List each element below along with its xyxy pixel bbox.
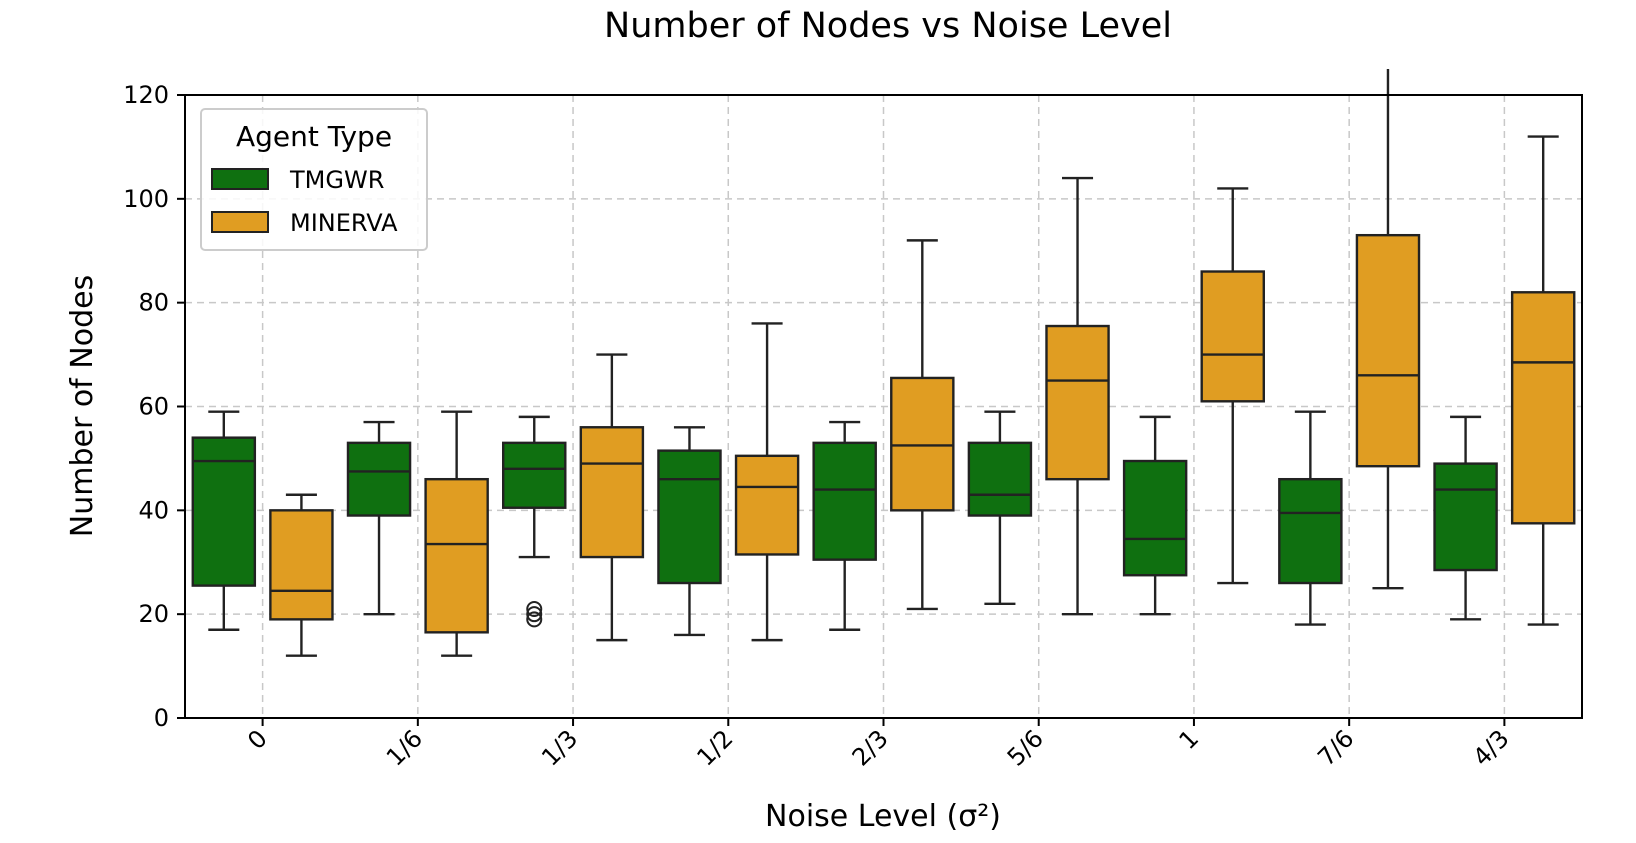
box-iqr: [1510, 291, 1576, 525]
box-minerva-0: [269, 493, 334, 657]
box-minerva-1: [424, 410, 489, 657]
chart-title: Number of Nodes vs Noise Level: [604, 6, 1172, 46]
box-iqr: [579, 426, 645, 559]
box-minerva-4: [890, 239, 955, 611]
y-tick-label: 0: [154, 704, 169, 732]
box-tmgwr-0: [191, 410, 257, 631]
box-tmgwr-6: [1122, 415, 1188, 616]
legend-swatch-tmgwr: [211, 168, 269, 190]
box-tmgwr-2: [502, 415, 567, 628]
x-tick-label: 1: [1174, 724, 1205, 755]
x-axis-label: Noise Level (σ²): [765, 799, 1001, 834]
box-iqr: [734, 454, 800, 556]
y-tick-label: 80: [138, 289, 169, 317]
y-tick-label: 60: [138, 393, 169, 421]
box-tmgwr-1: [346, 420, 412, 616]
box-minerva-5: [1045, 176, 1110, 616]
box-minerva-3: [734, 322, 800, 642]
x-tick-label: 7/6: [1312, 724, 1359, 771]
y-axis-label: Number of Nodes: [65, 275, 100, 537]
x-tick-label: 5/6: [1002, 724, 1049, 771]
y-tick-label: 20: [138, 600, 169, 628]
box-iqr: [1122, 459, 1188, 577]
box-tmgwr-8: [1433, 415, 1498, 621]
box-iqr: [812, 441, 877, 561]
y-tick-label: 40: [138, 496, 169, 524]
box-iqr: [1045, 324, 1110, 481]
box-iqr: [890, 376, 955, 512]
box-iqr: [346, 441, 412, 517]
box-minerva-7: [1355, 69, 1421, 590]
box-iqr: [1355, 233, 1421, 468]
outlier-point: [526, 600, 543, 617]
box-iqr: [191, 436, 257, 587]
box-iqr: [269, 509, 334, 621]
legend: Agent Type TMGWR MINERVA: [200, 108, 428, 251]
x-tick-label: 2/3: [847, 724, 894, 771]
box-iqr: [1278, 477, 1343, 585]
box-iqr: [1200, 270, 1265, 403]
legend-swatch-minerva: [211, 211, 269, 233]
legend-label-tmgwr: TMGWR: [289, 166, 384, 194]
x-tick-label: 4/3: [1468, 724, 1515, 771]
box-tmgwr-7: [1278, 410, 1343, 626]
y-tick-label: 100: [123, 185, 169, 213]
box-minerva-8: [1510, 135, 1576, 626]
box-iqr: [967, 441, 1033, 517]
y-tick-label: 120: [123, 81, 169, 109]
box-minerva-6: [1200, 187, 1265, 585]
box-iqr: [502, 441, 567, 509]
legend-label-minerva: MINERVA: [290, 209, 398, 237]
boxes: [191, 69, 1576, 657]
box-minerva-2: [579, 353, 645, 642]
box-tmgwr-4: [812, 420, 877, 631]
outlier-point: [526, 611, 543, 628]
box-iqr: [657, 449, 722, 585]
box-iqr: [1433, 462, 1498, 572]
x-tick-label: 1/6: [381, 724, 428, 771]
x-tick-label: 0: [242, 724, 273, 755]
box-iqr: [424, 477, 489, 634]
legend-title: Agent Type: [236, 120, 392, 153]
box-tmgwr-3: [657, 426, 722, 637]
box-tmgwr-5: [967, 410, 1033, 605]
x-tick-label: 1/3: [536, 724, 583, 771]
outlier-point: [526, 606, 543, 623]
x-tick-label: 1/2: [691, 724, 738, 771]
